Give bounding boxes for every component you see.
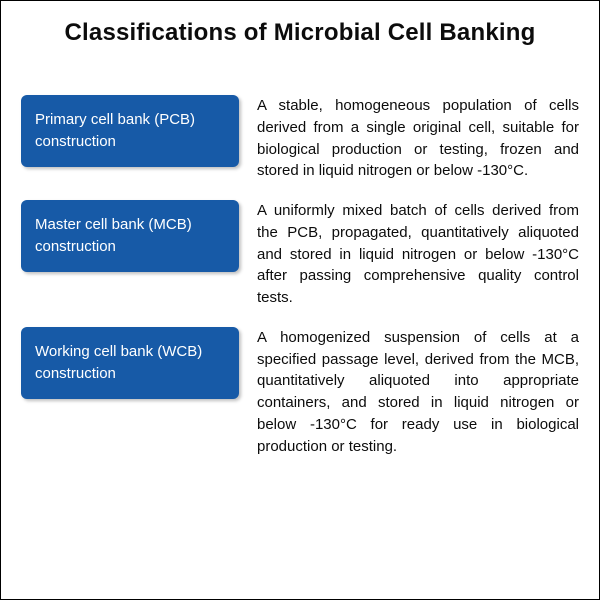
classification-card-wcb: Working cell bank (WCB) construction [21,327,239,399]
classification-label: Working cell bank (WCB) construction [35,341,225,385]
classification-card-pcb: Primary cell bank (PCB) construction [21,95,239,167]
classification-label: Primary cell bank (PCB) construction [35,109,225,153]
classification-row: Primary cell bank (PCB) construction A s… [21,95,579,182]
classification-row: Working cell bank (WCB) construction A h… [21,327,579,458]
classification-rows: Primary cell bank (PCB) construction A s… [21,95,579,457]
page-title: Classifications of Microbial Cell Bankin… [21,19,579,47]
classification-row: Master cell bank (MCB) construction A un… [21,200,579,309]
classification-card-mcb: Master cell bank (MCB) construction [21,200,239,272]
classification-description: A uniformly mixed batch of cells derived… [257,200,579,309]
classification-label: Master cell bank (MCB) construction [35,214,225,258]
classification-description: A stable, homogeneous population of cell… [257,95,579,182]
classification-description: A homogenized suspension of cells at a s… [257,327,579,458]
